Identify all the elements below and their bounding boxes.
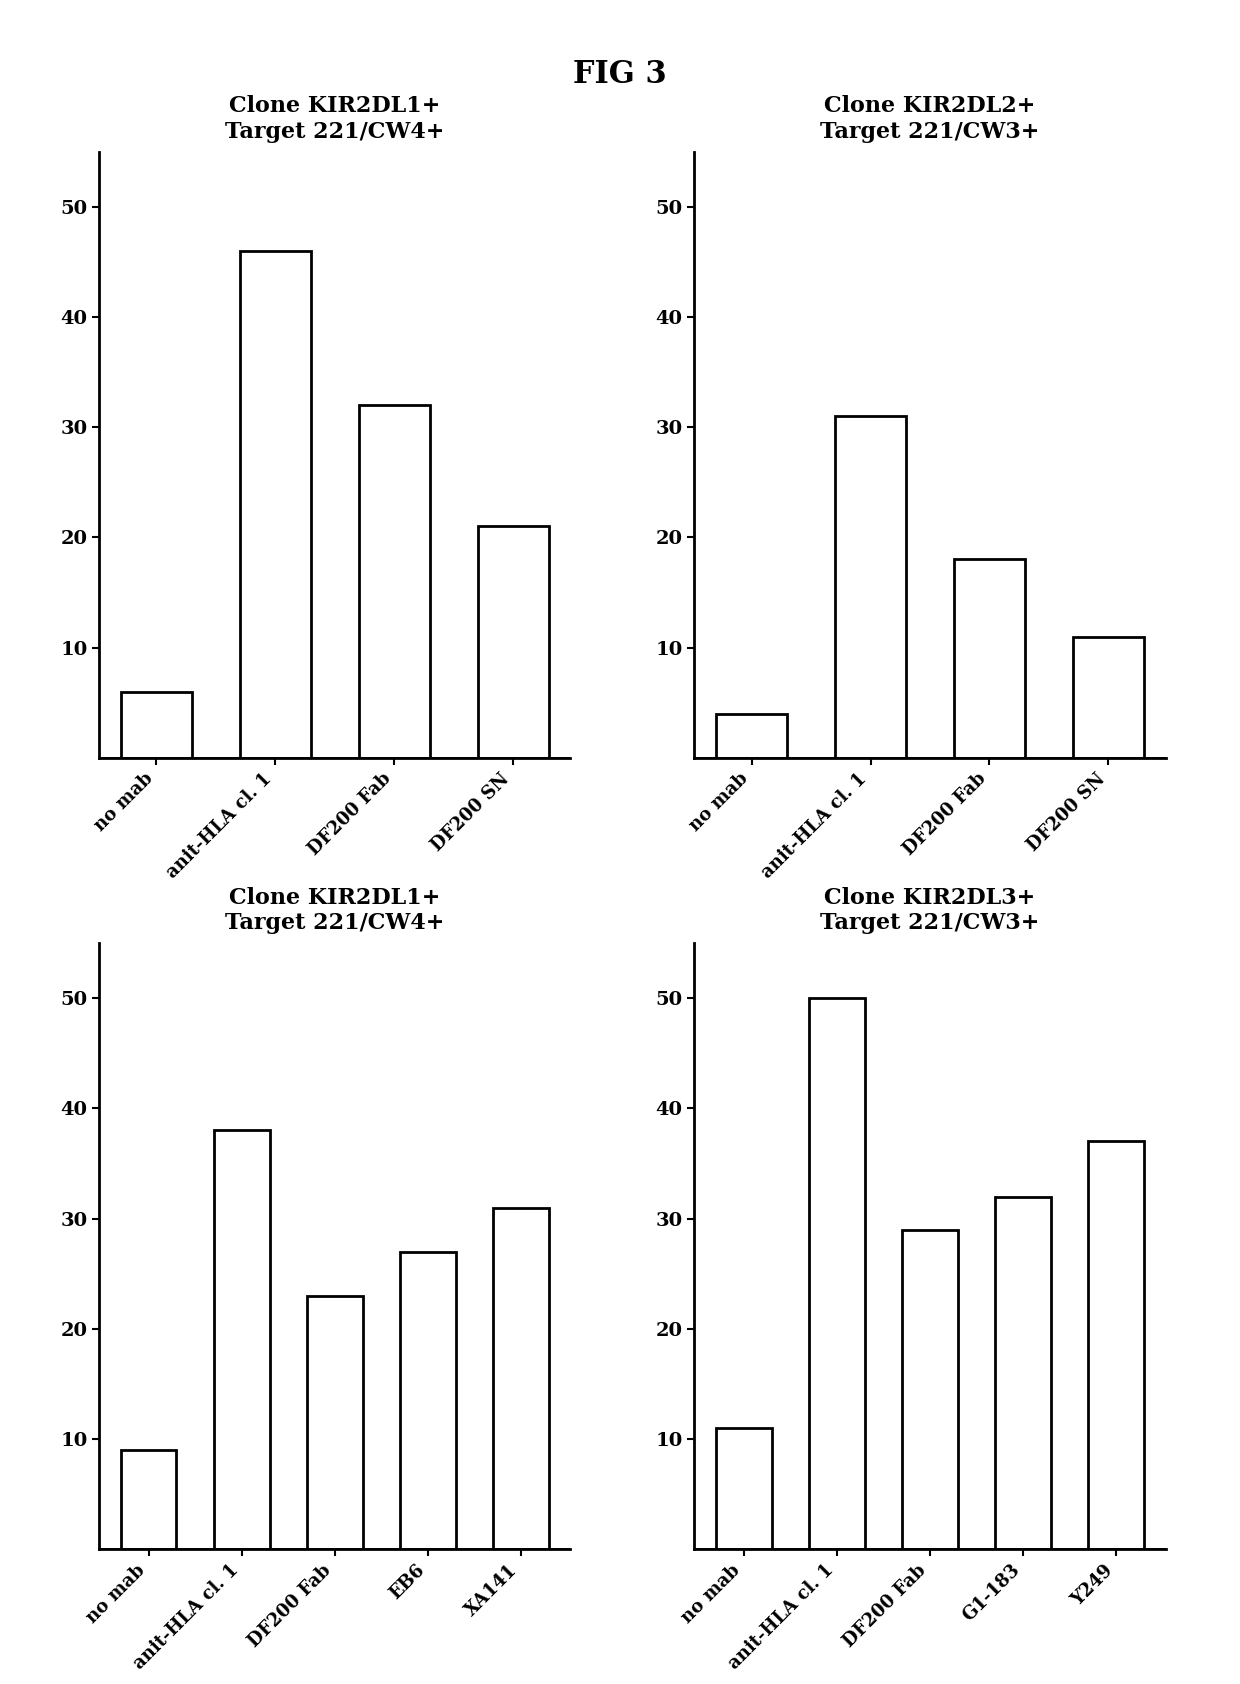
- Bar: [120, 1450, 176, 1549]
- Bar: [358, 406, 430, 758]
- Bar: [401, 1251, 456, 1549]
- Bar: [715, 1428, 771, 1549]
- Bar: [213, 1130, 269, 1549]
- Bar: [1073, 637, 1145, 758]
- Bar: [306, 1295, 363, 1549]
- Bar: [835, 416, 906, 758]
- Bar: [494, 1207, 549, 1549]
- Title: Clone KIR2DL1+
Target 221/CW4+: Clone KIR2DL1+ Target 221/CW4+: [226, 96, 444, 143]
- Text: FIG 3: FIG 3: [573, 59, 667, 89]
- Bar: [996, 1197, 1052, 1549]
- Bar: [901, 1229, 959, 1549]
- Bar: [477, 527, 549, 758]
- Bar: [808, 999, 864, 1549]
- Bar: [239, 251, 311, 758]
- Title: Clone KIR2DL1+
Target 221/CW4+: Clone KIR2DL1+ Target 221/CW4+: [226, 887, 444, 935]
- Title: Clone KIR2DL3+
Target 221/CW3+: Clone KIR2DL3+ Target 221/CW3+: [821, 887, 1039, 935]
- Bar: [1089, 1142, 1145, 1549]
- Title: Clone KIR2DL2+
Target 221/CW3+: Clone KIR2DL2+ Target 221/CW3+: [821, 96, 1039, 143]
- Bar: [715, 714, 787, 758]
- Bar: [954, 559, 1025, 758]
- Bar: [120, 692, 192, 758]
